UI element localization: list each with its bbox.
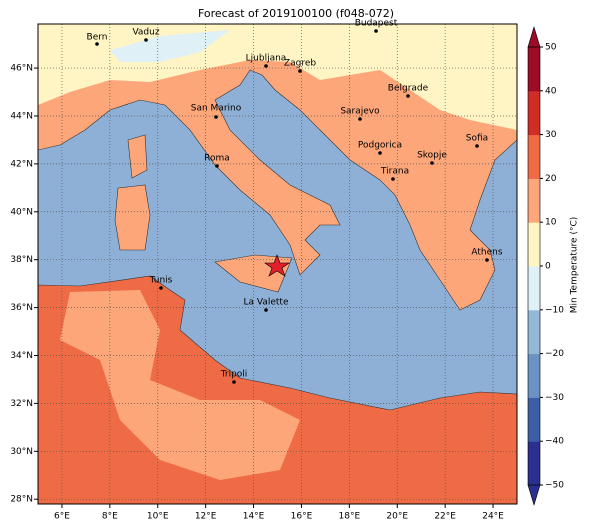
y-tick-label: 42°N (10, 159, 33, 169)
x-tick-label: 12°E (195, 512, 217, 522)
colorbar-band (528, 178, 540, 223)
city-label: Podgorica (358, 141, 402, 151)
x-tick-label: 8°E (102, 512, 118, 522)
city-marker (374, 29, 378, 33)
city-marker (264, 308, 268, 312)
colorbar-band (528, 266, 540, 311)
colorbar-band (528, 397, 540, 442)
city-marker (215, 164, 219, 168)
city-marker (475, 144, 479, 148)
city-label: Roma (204, 154, 230, 164)
colorbar-tick-label: −40 (545, 437, 564, 447)
city-label: Belgrade (388, 84, 429, 94)
city-marker (214, 115, 218, 119)
city-marker (232, 380, 236, 384)
title: Forecast of 2019100100 (f048-072) (198, 7, 394, 20)
y-tick-label: 30°N (10, 447, 33, 457)
colorbar-tick-label: −30 (545, 393, 564, 403)
city-label: Athens (471, 248, 502, 258)
map-area (38, 24, 517, 504)
y-tick-label: 38°N (10, 255, 33, 265)
y-tick-label: 28°N (10, 495, 33, 505)
grid (38, 24, 517, 504)
city-label: Sofia (466, 134, 488, 144)
city-marker (298, 69, 302, 73)
africa-light (60, 290, 300, 480)
colorbar-tick-label: 20 (545, 174, 557, 184)
cities: Bern Vaduz Budapest Ljubljana Zagreb Bel… (87, 19, 503, 384)
city-marker (159, 286, 163, 290)
y-tick-label: 32°N (10, 399, 33, 409)
colorbar-tick-label: 0 (545, 262, 551, 272)
colorbar-tick-label: 30 (545, 130, 557, 140)
city-label: San Marino (191, 104, 242, 114)
y-tick-label: 40°N (10, 207, 33, 217)
city-marker (485, 258, 489, 262)
europe (38, 24, 517, 311)
y-tick-label: 44°N (10, 111, 33, 121)
city-label: Bern (87, 33, 108, 43)
colorbar-band (528, 90, 540, 136)
star-marker (264, 254, 290, 277)
city-label: Ljubljana (246, 54, 287, 64)
city-marker (95, 42, 99, 46)
colorbar-band (528, 353, 540, 398)
city-marker (358, 117, 362, 121)
colorbar-band (528, 134, 540, 179)
x-tick-label: 6°E (54, 512, 70, 522)
colorbar-band (528, 47, 540, 92)
city-label: Vaduz (132, 28, 159, 38)
colorbar-tick-label: 40 (545, 86, 557, 96)
colorbar-band (528, 441, 540, 486)
city-label: Budapest (355, 19, 398, 29)
colorbar-tick-label: −50 (545, 481, 564, 491)
city-label: Sarajevo (340, 107, 380, 117)
city-marker (391, 177, 395, 181)
x-tick-label: 18°E (339, 512, 361, 522)
x-tick-label: 24°E (482, 512, 504, 522)
colorbar-band (528, 222, 540, 267)
city-label: Skopje (417, 151, 447, 161)
colorbar: −50 −40 −30 −20 −10 0 10 20 30 40 50 (527, 25, 564, 507)
colorbar-tick-label: −10 (545, 305, 564, 315)
city-marker (144, 38, 148, 42)
x-tick-label: 14°E (243, 512, 265, 522)
y-tick-label: 34°N (10, 351, 33, 361)
y-tick-label: 36°N (10, 303, 33, 313)
city-label: Tripoli (220, 370, 248, 380)
x-tick-label: 10°E (147, 512, 169, 522)
colorbar-band (528, 309, 540, 355)
colorbar-tick-label: −20 (545, 349, 564, 359)
x-tick-label: 20°E (386, 512, 408, 522)
y-tick-label: 46°N (10, 64, 33, 74)
city-label: La Valette (244, 298, 289, 308)
city-label: Zagreb (284, 59, 316, 69)
city-marker (406, 94, 410, 98)
city-marker (430, 161, 434, 165)
city-label: Tunis (149, 276, 173, 286)
colorbar-extend (527, 25, 541, 48)
colorbar-label: Min Temperature (°C) (570, 217, 580, 314)
x-tick-label: 16°E (291, 512, 313, 522)
colorbar-tick-label: 50 (545, 43, 557, 53)
x-tick-label: 22°E (434, 512, 456, 522)
colorbar-extend (527, 484, 541, 507)
sardinia (114, 184, 151, 251)
city-marker (264, 64, 268, 68)
colorbar-tick-label: 10 (545, 218, 557, 228)
map-frame (37, 23, 518, 505)
city-marker (378, 151, 382, 155)
cold-patch (110, 30, 230, 62)
corsica (127, 134, 148, 179)
city-label: Tirana (380, 167, 409, 177)
